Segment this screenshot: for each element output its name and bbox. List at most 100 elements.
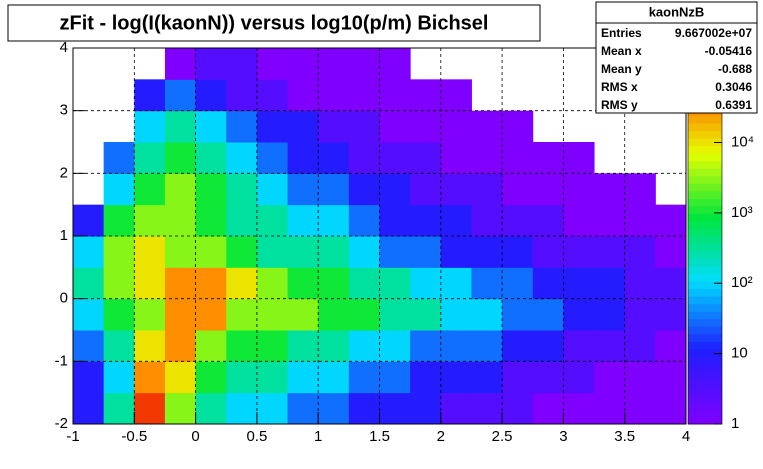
heat-cell [655,298,687,331]
heat-cell [256,48,289,80]
heat-cell [410,236,442,268]
heat-cell [502,110,534,143]
palette-step [688,175,722,184]
heat-cell [410,173,442,206]
heat-cell [594,392,626,425]
palette-step [688,401,722,410]
heat-cell [195,236,227,268]
z-tick-label: 10 [731,345,748,362]
x-tick-label: 3.5 [614,428,635,445]
heat-cell [502,392,534,425]
heat-cell [440,110,472,143]
stats-label: Entries [601,26,642,40]
heat-cell [594,361,626,394]
heat-cell [256,298,289,331]
heat-cell [471,110,503,143]
heat-cell [471,173,503,206]
chart-title: zFit - log(I(kaonN)) versus log10(p/m) B… [60,12,489,34]
heat-cell [471,267,503,300]
heat-cell [195,48,227,80]
heat-cell [532,236,564,268]
heat-cell [195,142,227,174]
heat-cell [73,298,105,331]
heat-cell [563,361,595,394]
heat-cell [471,392,503,425]
heat-cell [502,330,534,362]
heat-cell [134,110,166,143]
heat-cell [226,330,258,362]
heat-cell [594,330,626,362]
palette-step [688,281,722,290]
heat-cell [532,204,564,237]
palette-step [688,190,722,199]
heat-cell [164,79,197,112]
heat-cell [440,236,472,268]
y-tick-label: 3 [60,102,68,119]
heat-cell [624,392,656,425]
heat-cell [502,361,534,394]
x-tick-label: 2 [437,428,445,445]
heat-cell [134,392,166,425]
heat-cell [195,392,227,425]
heat-cell [563,236,595,268]
heat-cell [134,204,166,237]
palette-step [688,371,722,380]
palette-step [688,251,722,260]
heat-cell [226,48,258,80]
palette-step [688,386,722,395]
heat-cell [164,236,197,268]
heat-cell [287,361,319,394]
title-box [7,4,541,42]
heat-cell [532,330,564,362]
heat-cell [195,298,227,331]
heat-cell [318,298,350,331]
stats-value: 0.3046 [715,80,752,94]
heat-cell [471,330,503,362]
heat-cell [348,267,380,300]
heat-cell [348,361,380,394]
heat-cell [103,142,135,174]
heat-cell [379,361,411,394]
heat-cell [379,142,411,174]
heat-cell [624,204,656,237]
heat-cell [256,79,289,112]
heat-cell [103,267,135,300]
heat-cell [256,361,289,394]
heat-cell [563,204,595,237]
heat-cell [410,79,442,112]
heat-cell [563,267,595,300]
heat-cell [256,173,289,206]
palette-step [688,258,722,267]
stats-value: 9.667002e+07 [675,26,752,40]
heat-cell [226,173,258,206]
heat-cell [164,110,197,143]
heat-cell [318,110,350,143]
heat-cell [410,392,442,425]
heat-cell [410,267,442,300]
x-tick-label: 3 [559,428,567,445]
heat-cell [256,330,289,362]
heat-cell [348,330,380,362]
heat-cell [471,236,503,268]
heat-cell [379,110,411,143]
heat-cell [440,361,472,394]
heat-cell [73,204,105,237]
heat-cell [318,204,350,237]
palette-step [688,348,722,357]
heat-cell [287,330,319,362]
heat-cell [624,330,656,362]
x-tick-label: 1 [314,428,322,445]
heat-cell [563,392,595,425]
heat-cell [73,361,105,394]
heat-cell [103,236,135,268]
heat-cell [471,361,503,394]
x-tick-label: -1 [66,428,79,445]
heat-cell [594,298,626,331]
heat-cell [195,173,227,206]
y-tick-label: -2 [55,415,68,432]
z-tick-label: 1 [731,415,739,432]
heat-cell [134,173,166,206]
palette-step [688,228,722,237]
heat-cell [379,204,411,237]
